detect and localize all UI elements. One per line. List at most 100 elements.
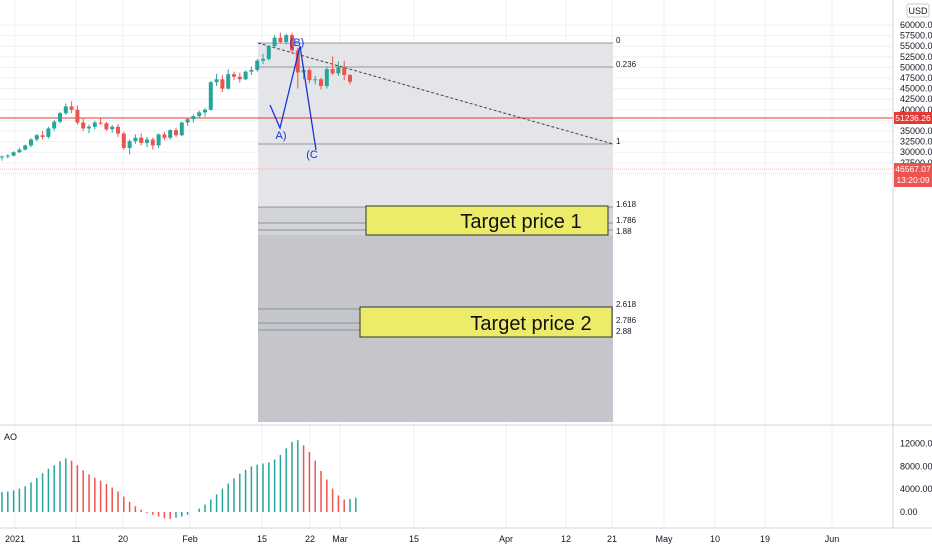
candle-body bbox=[290, 35, 294, 51]
target-box-2[interactable] bbox=[359, 306, 613, 338]
fib-level-label: 1.88 bbox=[616, 227, 632, 236]
currency-label: USD bbox=[908, 6, 928, 16]
currency-box[interactable] bbox=[906, 3, 930, 18]
countdown-text: 13:20:09 bbox=[896, 175, 929, 185]
time-tick-label: 19 bbox=[760, 534, 770, 544]
candle-body bbox=[46, 128, 51, 137]
price-tick-label: 55000.00 bbox=[900, 41, 932, 51]
candle-body bbox=[266, 46, 271, 59]
price-tick-label: 47500.00 bbox=[900, 73, 932, 83]
time-tick-label: Jun bbox=[825, 534, 840, 544]
candle-body bbox=[330, 69, 335, 74]
candle-body bbox=[150, 139, 155, 146]
wave-path[interactable] bbox=[269, 45, 317, 151]
candle-body bbox=[156, 134, 161, 146]
fib-level-label: 2.786 bbox=[616, 316, 637, 325]
time-tick-label: Mar bbox=[332, 534, 348, 544]
target-label-2: Target price 2 bbox=[470, 313, 591, 335]
candle-body bbox=[179, 122, 184, 136]
candle-body bbox=[324, 69, 329, 87]
candle-body bbox=[220, 79, 225, 89]
fib-level-label: 1.618 bbox=[616, 200, 637, 209]
candle-body bbox=[307, 69, 312, 81]
time-tick-label: 12 bbox=[561, 534, 571, 544]
price-tick-label: 50000.00 bbox=[900, 62, 932, 72]
candle-body bbox=[17, 149, 22, 153]
candle-body bbox=[214, 79, 219, 83]
fib-level-label: 2.88 bbox=[616, 327, 632, 336]
candle-body bbox=[29, 139, 33, 146]
time-tick-label: 2021 bbox=[5, 534, 25, 544]
dashed-trendline[interactable] bbox=[257, 42, 614, 145]
price-tick-label: 57500.00 bbox=[900, 31, 932, 41]
candle-body bbox=[40, 135, 45, 137]
time-tick-label: 11 bbox=[71, 534, 80, 544]
candle-body bbox=[69, 106, 74, 110]
time-tick-label: May bbox=[655, 534, 673, 544]
candle-body bbox=[162, 134, 167, 138]
price-tick-label: 32500.00 bbox=[900, 137, 932, 147]
candle-body bbox=[249, 69, 254, 72]
time-tick-label: Feb bbox=[182, 534, 198, 544]
candle-body bbox=[34, 135, 39, 140]
candle-body bbox=[185, 119, 190, 123]
candle-body bbox=[116, 126, 120, 134]
candle-body bbox=[191, 116, 196, 120]
candle-body bbox=[237, 76, 242, 80]
candle-body bbox=[226, 74, 231, 89]
price-tick-label: 30000.00 bbox=[900, 147, 932, 157]
ao-tick-label: 8000.00 bbox=[900, 461, 932, 471]
candle-body bbox=[208, 82, 213, 110]
target-label-1: Target price 1 bbox=[460, 211, 581, 233]
target-box-1[interactable] bbox=[365, 205, 609, 236]
candle-body bbox=[52, 121, 57, 129]
candle-body bbox=[319, 79, 323, 87]
price-tick-label: 35000.00 bbox=[900, 126, 932, 136]
candle-body bbox=[243, 71, 248, 80]
last-price-text: 46567.07 bbox=[895, 164, 931, 174]
awesome-oscillator-pane[interactable]: AO bbox=[0, 424, 932, 519]
candle-body bbox=[197, 112, 202, 117]
candle-body bbox=[145, 139, 149, 143]
wave-label-b: (B) bbox=[290, 37, 305, 49]
candle-body bbox=[272, 37, 277, 47]
candle-body bbox=[232, 74, 236, 77]
candle-body bbox=[261, 58, 265, 61]
wave-label-a: A) bbox=[276, 130, 287, 142]
candle-body bbox=[127, 141, 132, 148]
candle-body bbox=[75, 109, 80, 123]
fib-level-label: 1.786 bbox=[616, 216, 637, 225]
fib-level-label: 2.618 bbox=[616, 300, 637, 309]
candle-body bbox=[98, 122, 103, 124]
hline-price-tag bbox=[894, 112, 932, 124]
candle-body bbox=[336, 67, 341, 74]
ao-tick-label: 4000.00 bbox=[900, 484, 932, 494]
target-boxes[interactable]: Target price 1 Target price 2 bbox=[359, 205, 613, 338]
wave-drawings[interactable]: (B) A) (C bbox=[269, 37, 318, 161]
fib-level-label: 0.236 bbox=[616, 60, 637, 69]
candle-body bbox=[5, 155, 10, 157]
candle-body bbox=[87, 126, 91, 129]
time-tick-label: 20 bbox=[118, 534, 128, 544]
candle-body bbox=[203, 109, 207, 113]
candle-body bbox=[121, 133, 126, 148]
time-tick-label: 15 bbox=[257, 534, 267, 544]
hline-price-text: 51236.26 bbox=[895, 113, 931, 123]
candle-body bbox=[63, 106, 68, 114]
price-tick-label: 45000.00 bbox=[900, 84, 932, 94]
price-tick-label: 60000.00 bbox=[900, 20, 932, 30]
candle-body bbox=[11, 152, 16, 156]
horizontal-line[interactable] bbox=[0, 117, 893, 170]
price-tick-label: 27500.00 bbox=[900, 158, 932, 168]
candle-body bbox=[348, 75, 352, 82]
fib-zone-light bbox=[258, 43, 613, 207]
candle-body bbox=[81, 122, 86, 129]
last-price-tag bbox=[894, 163, 932, 187]
candle-body bbox=[104, 123, 109, 130]
indicator-label: AO bbox=[4, 432, 17, 442]
candle-body bbox=[92, 122, 97, 127]
candle-body bbox=[174, 130, 178, 136]
time-tick-label: 10 bbox=[710, 534, 720, 544]
